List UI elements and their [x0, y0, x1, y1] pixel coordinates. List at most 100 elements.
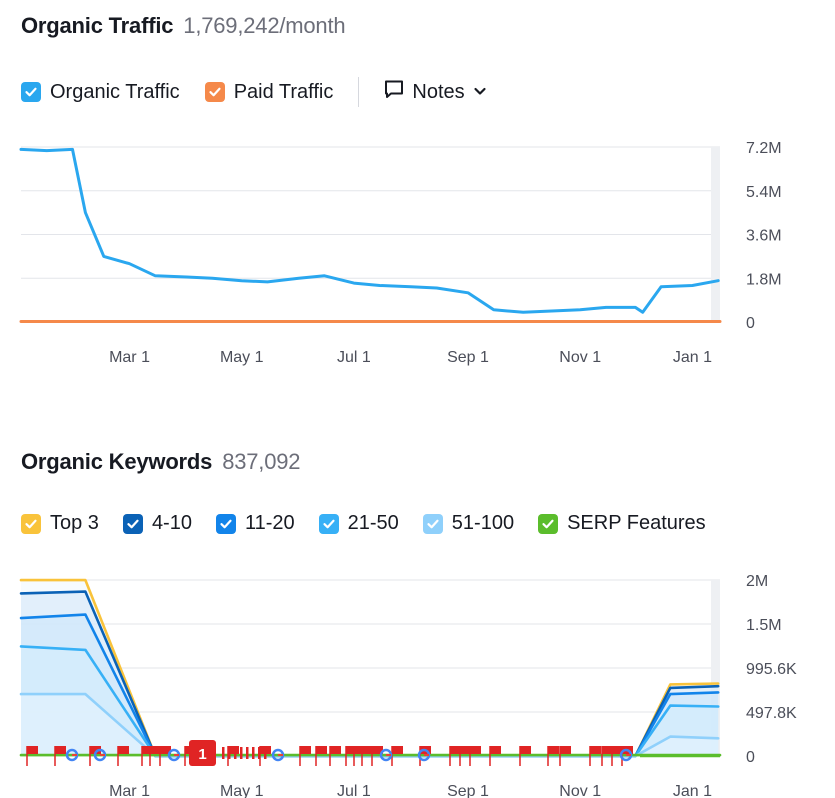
flag-icon[interactable]: [329, 746, 341, 766]
traffic-chart[interactable]: 7.2M 5.4M 3.6M 1.8M 0 Mar 1 May 1 Jul 1 Sep 1 Nov…: [0, 0, 835, 380]
x-tick-label: Jul 1: [337, 349, 371, 366]
x-tick-label: Jan 1: [673, 349, 712, 366]
flag-icon[interactable]: [149, 746, 161, 766]
flag-icon[interactable]: [449, 746, 461, 766]
google-update-icon[interactable]: [271, 748, 285, 762]
keywords-chart[interactable]: 2M 1.5M 995.6K 497.8K 0 Mar 1 May 1 Jul 1 Sep 1 N…: [0, 380, 835, 798]
y-tick-label: 0: [746, 749, 755, 766]
checkbox-checked-icon[interactable]: [422, 513, 443, 534]
keywords-title-row: Organic Keywords 837,092: [21, 449, 301, 475]
google-update-icon[interactable]: [619, 748, 633, 762]
y-tick-label: 3.6M: [746, 228, 782, 245]
checkbox-checked-icon[interactable]: [318, 513, 339, 534]
checkbox-checked-icon[interactable]: [538, 513, 559, 534]
keywords-legend: Top 3 4-10 11-20 21-50 51-100 SERP Features: [21, 512, 730, 535]
traffic-metric: 1,769,242/month: [183, 13, 346, 38]
legend-label: Top 3: [50, 512, 99, 534]
checkbox-checked-icon[interactable]: [21, 513, 41, 534]
legend-11-20[interactable]: 11-20: [215, 512, 295, 535]
checkbox-checked-icon[interactable]: [21, 82, 41, 102]
legend-51-100[interactable]: 51-100: [422, 512, 514, 535]
flag-icon[interactable]: [353, 746, 365, 766]
x-tick-label: Jul 1: [337, 783, 371, 798]
flag-icon[interactable]: [54, 746, 66, 766]
flag-icon[interactable]: [519, 746, 531, 766]
legend-label: SERP Features: [567, 512, 706, 534]
checkbox-checked-icon[interactable]: [204, 82, 225, 102]
google-update-icon[interactable]: [379, 748, 393, 762]
flag-icon[interactable]: [159, 746, 171, 766]
x-tick-label: Sep 1: [447, 349, 489, 366]
flag-icon[interactable]: [611, 746, 623, 766]
notes-dropdown[interactable]: Notes: [383, 78, 486, 106]
flag-icon[interactable]: [246, 747, 249, 759]
flag-icon[interactable]: [489, 746, 501, 766]
series-line-organic-traffic[interactable]: [19, 147, 720, 314]
y-tick-label: 1.5M: [746, 617, 782, 634]
flag-icon[interactable]: [228, 747, 231, 759]
flag-icon[interactable]: [361, 746, 373, 766]
flag-icon[interactable]: [252, 747, 255, 759]
flag-icon[interactable]: [345, 746, 357, 766]
legend-top-3[interactable]: Top 3: [21, 512, 99, 535]
current-period-marker: [711, 580, 720, 756]
annotation-badge-count: 1: [198, 746, 206, 763]
flag-icon[interactable]: [234, 747, 237, 759]
legend-label: Paid Traffic: [233, 80, 334, 103]
checkbox-checked-icon[interactable]: [122, 513, 143, 534]
google-update-icon[interactable]: [93, 748, 107, 762]
legend-label: Organic Traffic: [50, 80, 180, 103]
x-tick-label: Nov 1: [559, 349, 601, 366]
y-tick-label: 497.8K: [746, 705, 797, 722]
checkbox-checked-icon[interactable]: [215, 513, 236, 534]
flag-icon[interactable]: [589, 746, 601, 766]
y-tick-label: 7.2M: [746, 140, 782, 157]
legend-divider: [358, 77, 360, 107]
legend-21-50[interactable]: 21-50: [318, 512, 399, 535]
x-tick-label: Sep 1: [447, 783, 489, 798]
flag-icon[interactable]: [601, 746, 613, 766]
keywords-title: Organic Keywords: [21, 449, 213, 474]
legend-label: 4-10: [151, 512, 192, 534]
y-tick-label: 1.8M: [746, 271, 782, 288]
legend-4-10[interactable]: 4-10: [122, 512, 192, 535]
keywords-metric: 837,092: [222, 449, 301, 474]
annotation-badge[interactable]: 1: [189, 740, 216, 766]
flag-icon[interactable]: [26, 746, 38, 766]
flag-icon[interactable]: [264, 747, 267, 759]
x-tick-label: Mar 1: [109, 783, 150, 798]
traffic-title: Organic Traffic: [21, 13, 174, 38]
flag-icon[interactable]: [258, 747, 261, 759]
flag-icon[interactable]: [559, 746, 571, 766]
flag-icon[interactable]: [547, 746, 559, 766]
legend-label: 21-50: [347, 512, 399, 534]
flag-icon[interactable]: [240, 747, 243, 759]
flag-icon[interactable]: [315, 746, 327, 766]
flag-icon[interactable]: [222, 747, 225, 759]
x-tick-label: Nov 1: [559, 783, 601, 798]
y-tick-label: 5.4M: [746, 184, 782, 201]
flag-icon[interactable]: [89, 746, 101, 766]
flag-icon[interactable]: [299, 746, 311, 766]
flag-icon[interactable]: [117, 746, 129, 766]
traffic-title-row: Organic Traffic 1,769,242/month: [21, 13, 346, 39]
traffic-legend: Organic Traffic Paid Traffic Notes: [21, 77, 487, 107]
flag-icon[interactable]: [371, 746, 383, 766]
flag-icon[interactable]: [141, 746, 153, 766]
legend-serp-features[interactable]: SERP Features: [538, 512, 706, 535]
y-tick-label: 995.6K: [746, 661, 797, 678]
comment-icon: [383, 78, 405, 106]
google-update-icon[interactable]: [167, 748, 181, 762]
x-tick-label: Jan 1: [673, 783, 712, 798]
legend-paid-traffic[interactable]: Paid Traffic: [204, 80, 334, 104]
legend-label: 11-20: [244, 512, 295, 534]
google-update-icon[interactable]: [65, 748, 79, 762]
legend-organic-traffic[interactable]: Organic Traffic: [21, 81, 180, 104]
y-tick-label: 0: [746, 315, 755, 332]
x-tick-label: May 1: [220, 349, 264, 366]
x-tick-label: Mar 1: [109, 349, 150, 366]
flag-icon[interactable]: [459, 746, 471, 766]
flag-icon[interactable]: [469, 746, 481, 766]
notes-label: Notes: [412, 80, 465, 103]
google-update-icon[interactable]: [417, 748, 431, 762]
